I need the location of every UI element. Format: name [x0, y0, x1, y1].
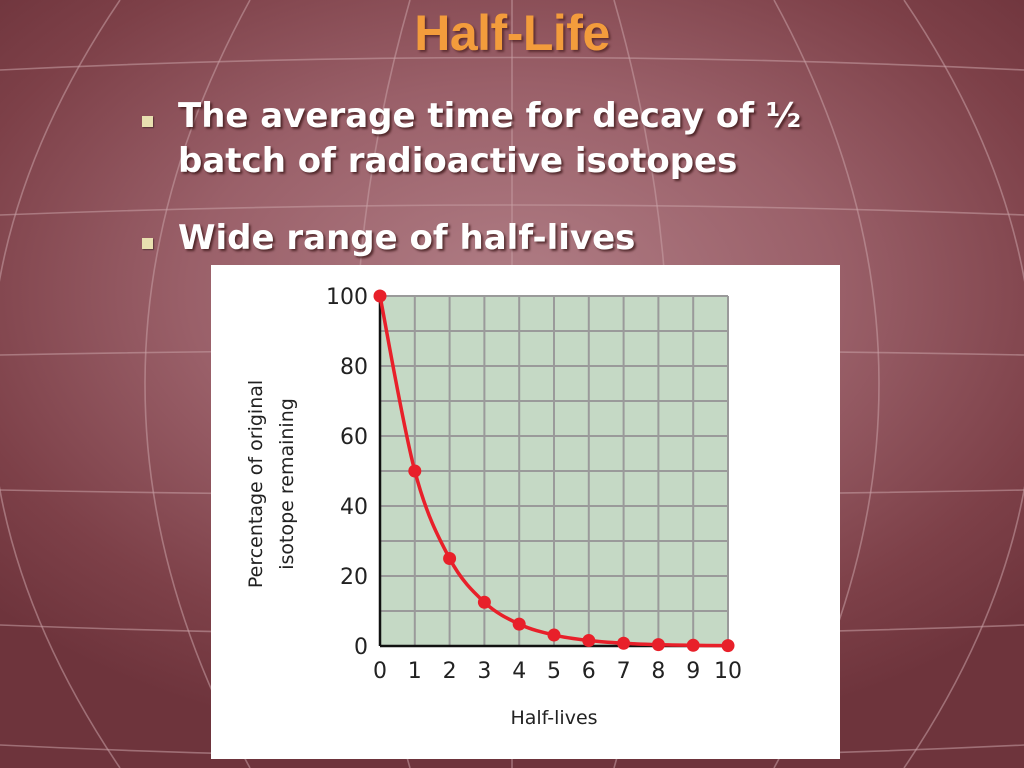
bullet-text: The average time for decay of ½ batch of…: [178, 94, 801, 184]
data-point: [651, 638, 665, 652]
chart-panel: 0 1 2 3 4 5 6 7 8 9 10 0 20 40 60 80 100 Percentage of o…: [211, 265, 840, 759]
data-point: [617, 636, 631, 650]
data-point: [373, 289, 387, 303]
bullet-text: Wide range of half-lives: [178, 216, 635, 261]
bullet-line: Wide range of half-lives: [178, 218, 636, 258]
bullet-square-icon: [142, 116, 153, 127]
slide-title: Half-Life: [414, 5, 610, 61]
y-tick-label: 20: [340, 565, 368, 590]
y-tick-label: 60: [340, 425, 368, 450]
x-tick-label: 1: [408, 659, 422, 684]
data-point: [477, 595, 491, 609]
y-tick-label: 100: [326, 285, 368, 310]
bullet-line: The average time for decay of ½: [178, 96, 802, 136]
y-tick-label: 40: [340, 495, 368, 520]
y-tick-label: 0: [354, 635, 368, 660]
y-axis-title-line: Percentage of original: [245, 380, 267, 588]
data-point: [547, 628, 561, 642]
x-tick-label: 0: [373, 659, 387, 684]
x-tick-label: 10: [714, 659, 742, 684]
data-points: [373, 289, 735, 653]
bullet-square-icon: [142, 238, 153, 249]
data-point: [721, 639, 735, 653]
data-point: [686, 638, 700, 652]
x-tick-label: 8: [651, 659, 665, 684]
x-tick-label: 9: [686, 659, 700, 684]
x-axis-title: Half-lives: [510, 707, 597, 729]
x-tick-label: 4: [512, 659, 526, 684]
y-tick-label: 80: [340, 355, 368, 380]
data-point: [512, 617, 526, 631]
data-point: [408, 464, 422, 478]
data-point: [582, 634, 596, 648]
x-tick-label: 7: [617, 659, 631, 684]
bullet-line: batch of radioactive isotopes: [178, 141, 738, 181]
x-tick-label: 6: [582, 659, 596, 684]
x-tick-label: 5: [547, 659, 561, 684]
x-tick-label: 2: [443, 659, 457, 684]
data-point: [443, 552, 457, 565]
y-axis-title-line: isotope remaining: [276, 398, 298, 570]
x-tick-label: 3: [477, 659, 491, 684]
